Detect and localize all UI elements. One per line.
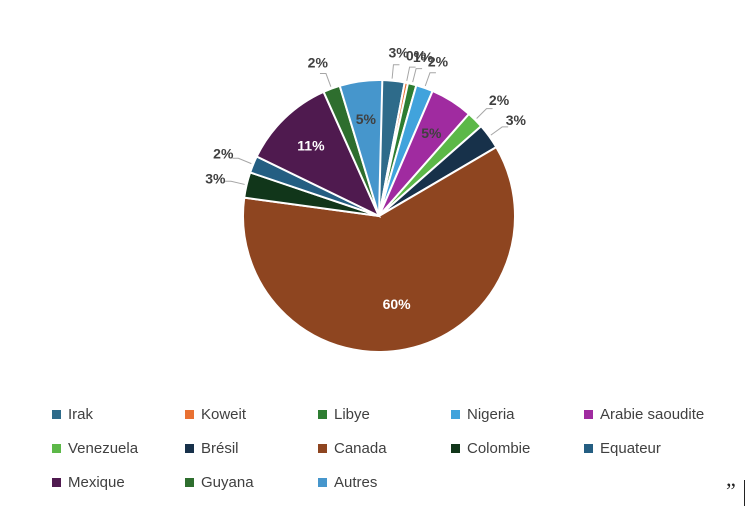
legend-item-koweit: Koweit xyxy=(185,404,318,424)
data-label-koweit: 0% xyxy=(406,47,427,63)
legend-item-irak: Irak xyxy=(52,404,185,424)
pie-slice-autres xyxy=(338,79,384,217)
legend-label: Nigeria xyxy=(467,405,515,423)
legend-label: Guyana xyxy=(201,473,254,491)
legend-swatch xyxy=(584,409,593,419)
legend-swatch xyxy=(318,477,327,487)
legend-label: Brésil xyxy=(201,439,239,457)
quote-mark: ” xyxy=(726,478,736,503)
leader-line-bresil xyxy=(490,126,509,136)
legend-swatch xyxy=(451,443,460,453)
leader-line-equateur xyxy=(232,157,252,165)
legend-swatch xyxy=(318,443,327,453)
legend-label: Canada xyxy=(334,439,387,457)
data-label-equateur: 2% xyxy=(213,146,234,162)
legend-swatch xyxy=(185,409,194,419)
pie-slice-mexique xyxy=(255,90,382,219)
legend-label: Koweit xyxy=(201,405,247,423)
legend-item-venezuela: Venezuela xyxy=(52,438,185,458)
legend-item-canada: Canada xyxy=(318,438,451,458)
legend-label: Irak xyxy=(68,405,94,423)
data-label-venezuela: 2% xyxy=(489,92,510,108)
legend-swatch xyxy=(318,409,327,419)
legend-label: Venezuela xyxy=(68,439,139,457)
data-label-libye: 1% xyxy=(413,49,434,65)
leader-line-venezuela xyxy=(476,108,493,119)
legend-swatch xyxy=(185,477,194,487)
legend-swatch xyxy=(52,443,61,453)
legend-item-arabie-saoudite: Arabie saoudite xyxy=(584,404,734,424)
pie-chart: 3%0%1%2%5%2%3%60%3%2%11%2%5% xyxy=(205,45,527,353)
legend-swatch xyxy=(584,443,593,453)
data-label-mexique: 11% xyxy=(297,138,325,154)
data-label-canada: 60% xyxy=(383,296,412,312)
data-label-arabie-saoudite: 5% xyxy=(421,125,442,141)
legend-item-bresil: Brésil xyxy=(185,438,318,458)
leader-line-colombie xyxy=(225,180,245,185)
data-label-nigeria: 2% xyxy=(428,53,449,69)
legend-label: Equateur xyxy=(600,439,661,457)
leader-line-nigeria xyxy=(424,72,436,87)
leader-line-guyana xyxy=(319,73,332,87)
legend-label: Autres xyxy=(334,473,378,491)
chart-legend: Irak Koweit Libye Nigeria Arabie saoudite Ven… xyxy=(52,404,742,492)
legend-item-colombie: Colombie xyxy=(451,438,584,458)
leader-line-irak xyxy=(391,64,400,79)
legend-item-guyana: Guyana xyxy=(185,472,318,492)
leader-line-libye xyxy=(412,68,423,83)
data-label-guyana: 2% xyxy=(308,54,329,70)
legend-item-mexique: Mexique xyxy=(52,472,185,492)
legend-item-equateur: Equateur xyxy=(584,438,734,458)
legend-item-libye: Libye xyxy=(318,404,451,424)
text-cursor-bar xyxy=(744,480,745,506)
legend-swatch xyxy=(52,409,61,419)
legend-swatch xyxy=(185,443,194,453)
data-label-colombie: 3% xyxy=(205,170,226,186)
legend-label: Arabie saoudite xyxy=(600,405,705,423)
legend-swatch xyxy=(52,477,61,487)
pie-slice-canada xyxy=(242,145,516,353)
legend-swatch xyxy=(451,409,460,419)
legend-item-nigeria: Nigeria xyxy=(451,404,584,424)
legend-label: Mexique xyxy=(68,473,125,491)
leader-line-koweit xyxy=(406,66,416,81)
legend-label: Libye xyxy=(334,405,370,423)
legend-label: Colombie xyxy=(467,439,531,457)
data-label-irak: 3% xyxy=(388,45,409,61)
legend-item-autres: Autres xyxy=(318,472,451,492)
data-label-autres: 5% xyxy=(356,111,377,127)
data-label-bresil: 3% xyxy=(506,112,527,128)
